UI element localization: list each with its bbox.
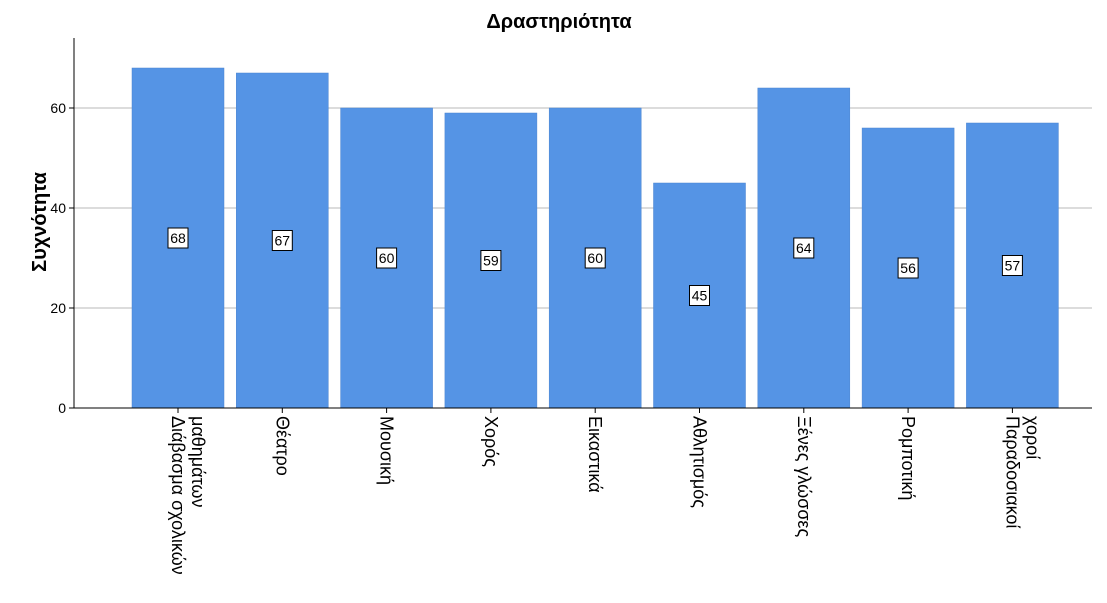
x-tick-label: Εικαστικά <box>585 416 605 493</box>
x-tick-label-group: Αθλητισμός <box>690 416 710 508</box>
x-tick-label: Θέατρο <box>272 416 292 476</box>
data-label-box <box>689 285 710 306</box>
data-labels: 68 67 60 59 60 45 64 56 57 <box>167 227 1023 306</box>
chart-title: Δραστηριότητα <box>486 11 632 33</box>
data-label: 45 <box>692 288 708 304</box>
data-label: 60 <box>379 250 395 266</box>
data-label: 57 <box>1005 258 1021 274</box>
x-tick-label-group: Παραδοσιακοίχοροί <box>1002 416 1042 528</box>
data-label-box <box>376 247 398 269</box>
data-label: 60 <box>587 250 603 266</box>
data-label: 67 <box>275 233 291 249</box>
bars <box>131 67 1059 409</box>
data-label: 64 <box>796 240 812 256</box>
data-label: 68 <box>170 230 186 246</box>
x-tick-label-group: Ξένες γλώσσες <box>794 416 814 537</box>
x-tick-label-group: Μουσική <box>377 416 397 485</box>
x-tick-label-group: Ρομποτική <box>898 416 918 500</box>
x-tick-label-group: Θέατρο <box>272 416 292 476</box>
data-label-box <box>793 237 815 259</box>
x-tick-label: Ξένες γλώσσες <box>794 416 814 537</box>
x-tick-label: Αθλητισμός <box>690 416 710 508</box>
y-tick-label: 60 <box>50 100 66 116</box>
data-label-box <box>271 230 293 251</box>
x-tick-label-group: Διάβασμα σχολικώνμαθημάτων <box>168 416 208 575</box>
data-label-box <box>1001 255 1023 276</box>
y-tick-label: 40 <box>50 200 66 216</box>
x-tick-label: Μουσική <box>377 416 397 485</box>
x-axis-ticks: Διάβασμα σχολικώνμαθημάτων Θέατρο Μουσική Χ… <box>168 408 1042 575</box>
x-tick-label: Διάβασμα σχολικώνμαθημάτων <box>168 416 208 575</box>
x-tick-label: Ρομποτική <box>898 416 918 500</box>
y-axis-ticks: 0 20 40 60 <box>50 100 74 416</box>
data-label-box <box>167 227 189 249</box>
data-label-box <box>584 247 606 269</box>
y-tick-label: 20 <box>50 300 66 316</box>
y-tick-label: 0 <box>58 400 66 416</box>
y-axis-label: Συχνότητα <box>29 171 51 271</box>
x-tick-label-group: Εικαστικά <box>585 416 605 493</box>
x-tick-label: Παραδοσιακοίχοροί <box>1002 416 1042 528</box>
data-label: 56 <box>900 260 916 276</box>
x-tick-label-group: Χορός <box>481 416 501 467</box>
x-tick-label: Χορός <box>481 416 501 467</box>
data-label-box <box>480 250 502 271</box>
data-label-box <box>897 257 919 279</box>
data-label: 59 <box>483 253 499 269</box>
